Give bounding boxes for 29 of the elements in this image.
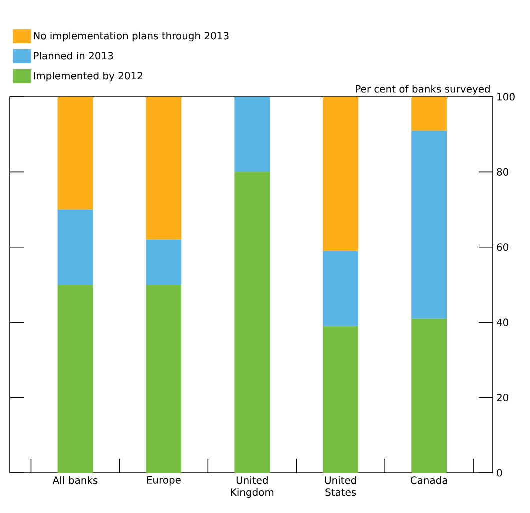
y-tick-label: 80 xyxy=(497,168,509,176)
x-tick-label: Europe xyxy=(147,476,181,486)
bar xyxy=(58,210,94,285)
x-tick-label: All banks xyxy=(52,476,98,484)
bar xyxy=(234,172,270,473)
y-axis-title: Per cent of banks surveyed xyxy=(356,85,490,95)
x-tick-label: United Kingdom xyxy=(231,476,274,498)
y-tick-label: 20 xyxy=(497,394,509,402)
bar xyxy=(412,130,448,319)
bar xyxy=(58,96,94,210)
bar xyxy=(234,96,270,172)
bar xyxy=(146,284,182,473)
bar xyxy=(146,96,182,240)
x-tick-label: United States xyxy=(325,476,356,496)
bar xyxy=(58,284,94,473)
bar xyxy=(412,96,448,131)
bar xyxy=(323,251,359,326)
legend-label: No implementation plans through 2013 xyxy=(34,32,229,42)
legend-label: Implemented by 2012 xyxy=(34,72,142,82)
bar xyxy=(146,240,182,285)
y-tick-label: 0 xyxy=(497,469,502,477)
y-tick-label: 60 xyxy=(497,244,509,252)
bar xyxy=(323,326,359,473)
y-tick-label: 100 xyxy=(498,93,515,101)
bar xyxy=(323,96,359,252)
x-tick-label: Canada xyxy=(410,476,448,484)
bar xyxy=(412,318,448,473)
legend-label: Planned in 2013 xyxy=(34,52,114,60)
y-tick-label: 40 xyxy=(497,318,509,326)
